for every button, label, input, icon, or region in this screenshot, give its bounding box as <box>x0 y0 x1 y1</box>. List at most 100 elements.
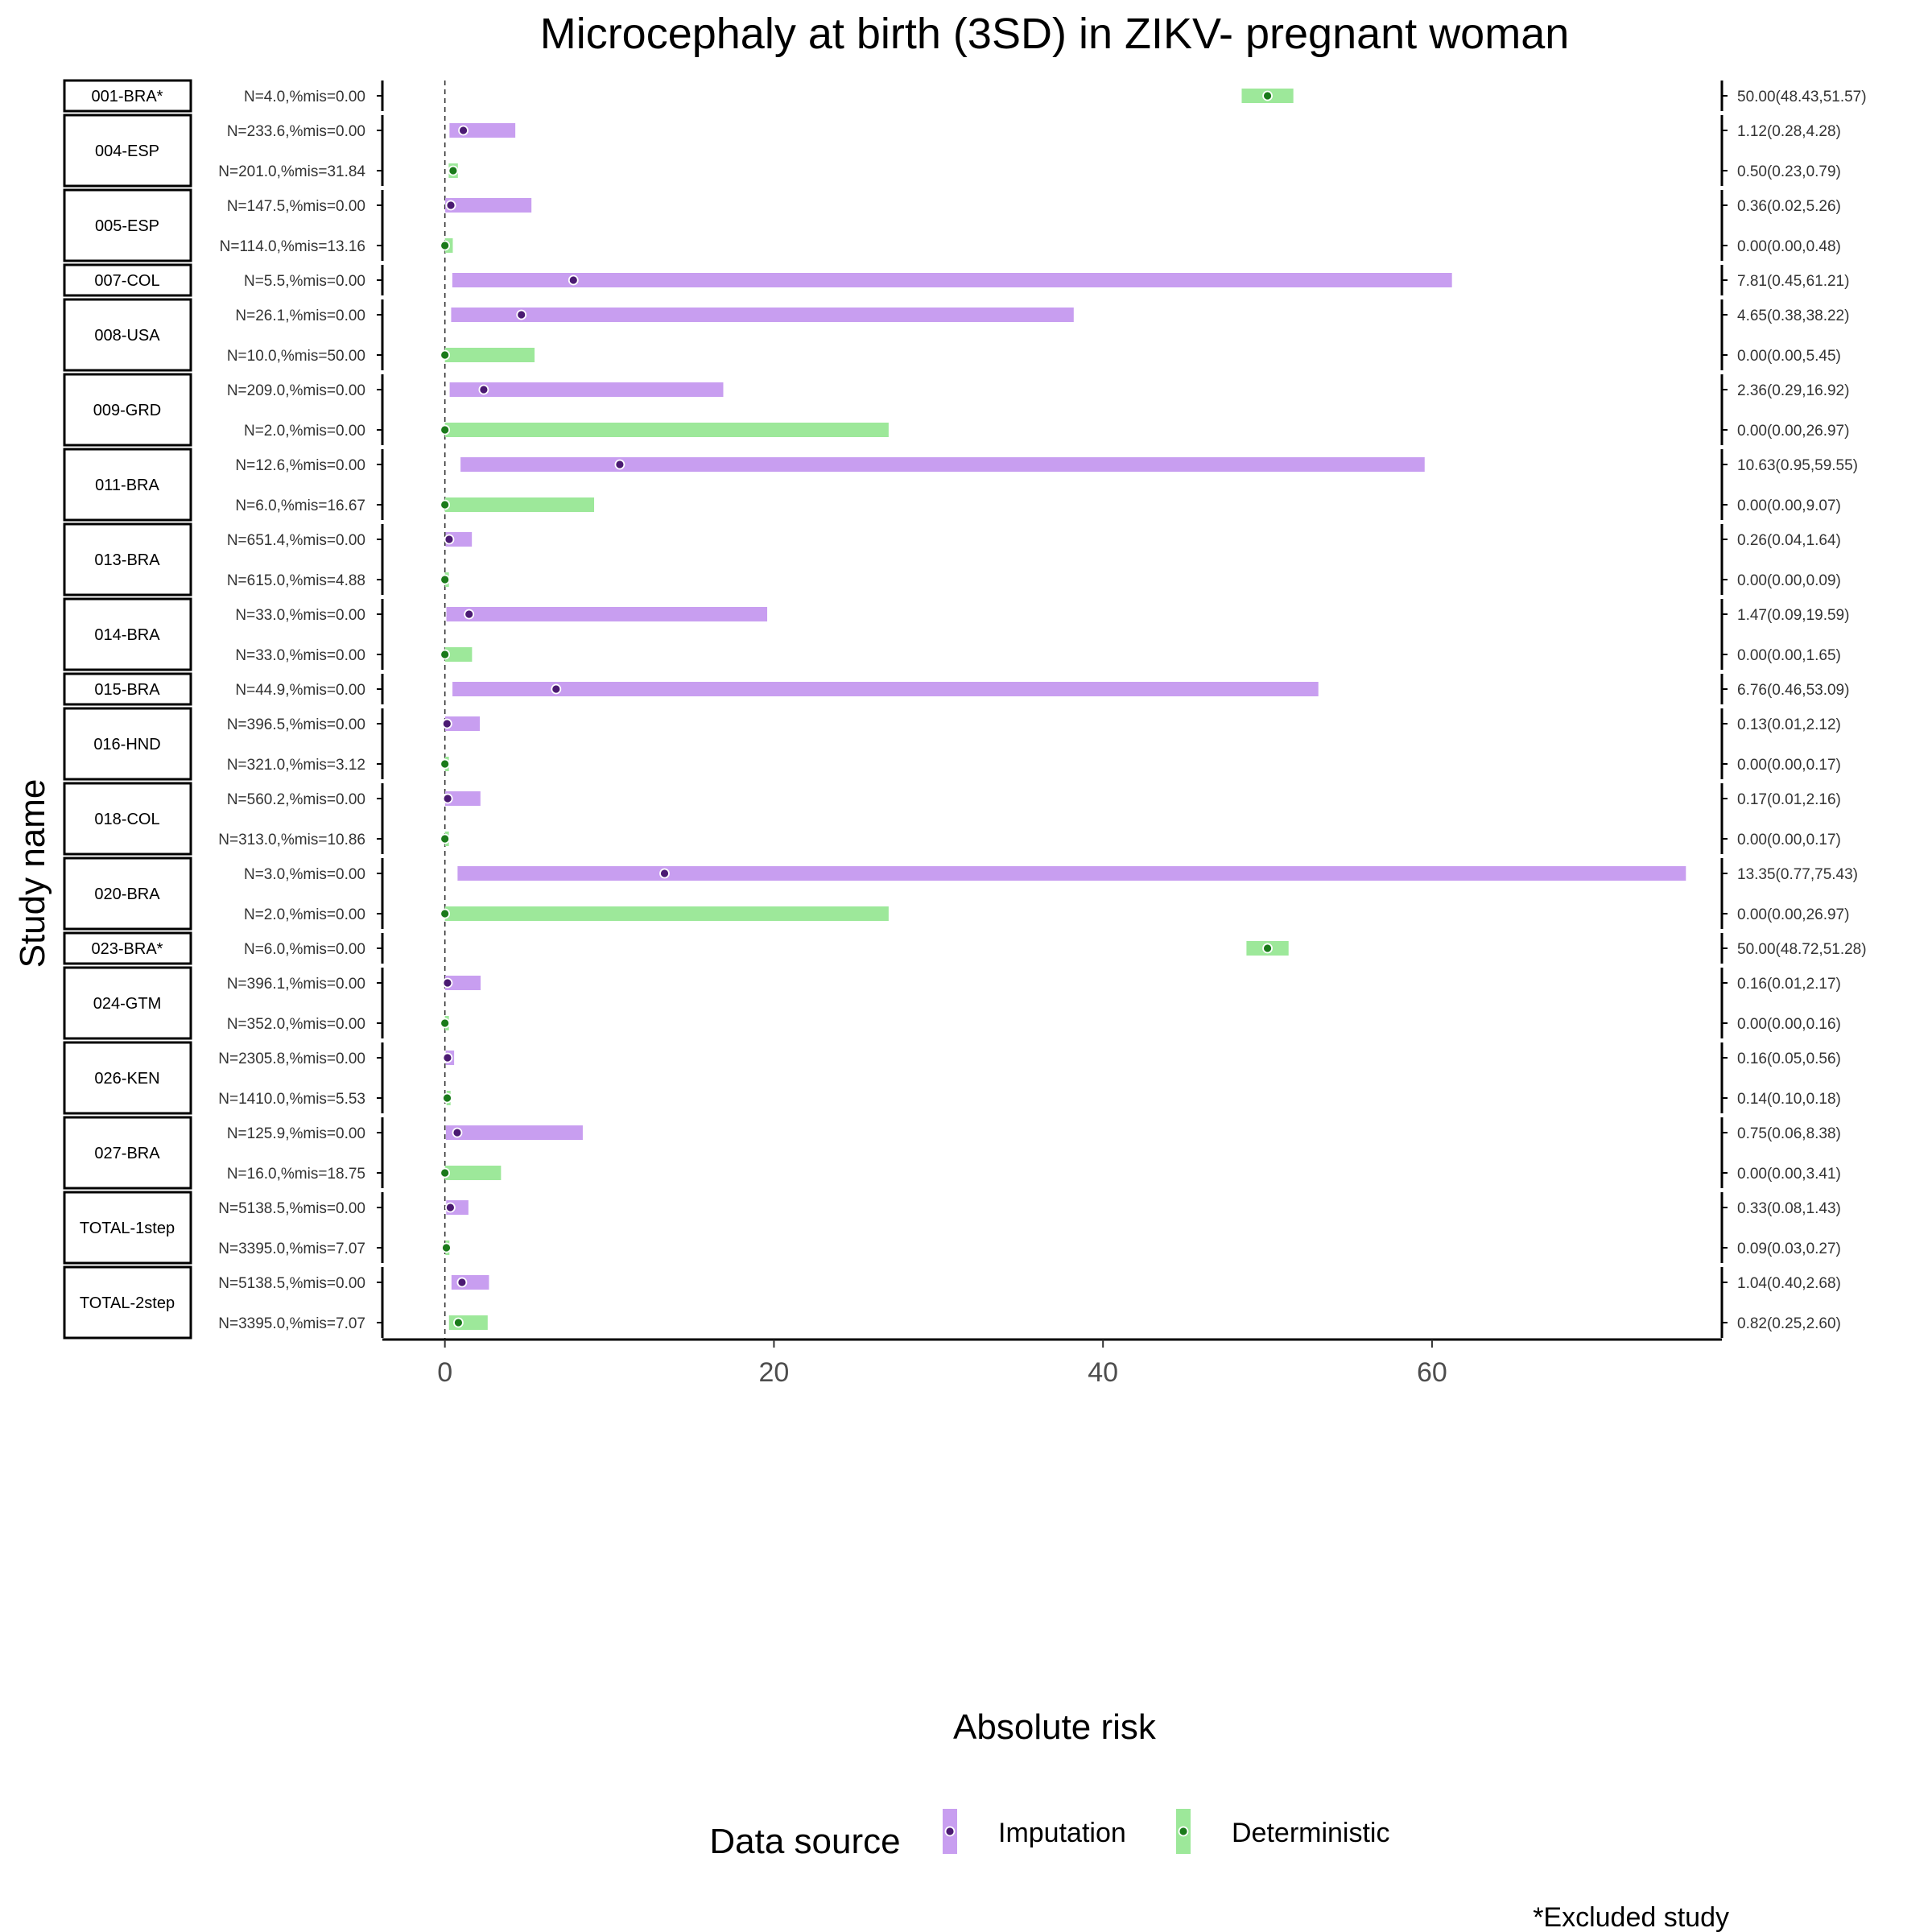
study-box-frame <box>63 597 192 671</box>
imputation-ci-bar <box>460 457 1425 472</box>
row-label: N=560.2,%mis=0.00 <box>227 791 365 808</box>
right-labels: 50.00(48.43,51.57) 1.12(0.28,4.28) 0.50(0.… <box>1720 80 1867 1338</box>
imputation-point <box>551 683 562 695</box>
estimate-label: 0.00(0.00,5.45) <box>1737 348 1841 365</box>
deterministic-ci-bar <box>444 497 595 512</box>
estimate-label: 4.65(0.38,38.22) <box>1737 308 1849 324</box>
study-name: 004-ESP <box>95 142 159 160</box>
row-label: N=209.0,%mis=0.00 <box>227 382 365 399</box>
x-tick-label: 0 <box>437 1357 452 1388</box>
study-label-box: 023-BRA* <box>63 931 192 965</box>
study-box-frame <box>63 966 192 1040</box>
estimate-label: 0.82(0.25,2.60) <box>1737 1315 1841 1332</box>
legend-label: Deterministic <box>1232 1818 1389 1848</box>
legend-title: Data source <box>709 1822 900 1861</box>
study-name: 023-BRA* <box>92 940 163 958</box>
study-box-frame <box>63 782 192 856</box>
study-label-box: 005-ESP <box>63 188 192 262</box>
imputation-ci-bar <box>451 308 1074 322</box>
study-name: 018-COL <box>94 811 159 828</box>
estimate-label: 0.14(0.10,0.18) <box>1737 1091 1841 1108</box>
study-label-box: 026-KEN <box>63 1041 192 1115</box>
legend-item-deterministic: Deterministic <box>1176 1809 1389 1854</box>
estimate-label: 0.00(0.00,26.97) <box>1737 906 1849 923</box>
deterministic-ci-bar <box>444 423 889 437</box>
estimate-label: 0.26(0.04,1.64) <box>1737 532 1841 549</box>
estimate-label: 0.00(0.00,1.65) <box>1737 647 1841 664</box>
left-labels: 001-BRA* N=4.0,%mis=0.00 004-ESP N=233.6,%m… <box>63 79 384 1340</box>
estimate-label: 0.00(0.00,26.97) <box>1737 423 1849 440</box>
study-label-box: 007-COL <box>63 263 192 297</box>
row-label: N=44.9,%mis=0.00 <box>235 682 365 699</box>
x-axis: 0 20 40 60 <box>382 1338 1722 1388</box>
imputation-point <box>464 609 475 620</box>
footnote: *Excluded study <box>1533 1902 1729 1932</box>
deterministic-point <box>440 758 451 770</box>
row-label: N=396.1,%mis=0.00 <box>227 976 365 993</box>
estimate-label: 0.13(0.01,2.12) <box>1737 716 1841 733</box>
deterministic-point <box>440 349 451 361</box>
legend-label: Imputation <box>998 1818 1126 1848</box>
imputation-point <box>441 718 452 729</box>
estimate-label: 0.00(0.00,0.16) <box>1737 1016 1841 1033</box>
study-name: 009-GRD <box>93 402 161 419</box>
row-label: N=651.4,%mis=0.00 <box>227 532 365 549</box>
study-label-box: 009-GRD <box>63 373 192 447</box>
study-box-frame <box>63 373 192 447</box>
study-name: 027-BRA <box>94 1145 160 1162</box>
legend: Data source Imputation Deterministic <box>709 1809 1389 1861</box>
imputation-point <box>478 384 489 395</box>
deterministic-point <box>440 833 451 844</box>
row-label: N=114.0,%mis=13.16 <box>220 238 365 255</box>
x-axis-title: Absolute risk <box>953 1707 1157 1747</box>
estimate-label: 0.09(0.03,0.27) <box>1737 1241 1841 1257</box>
row-label: N=33.0,%mis=0.00 <box>235 647 365 664</box>
imputation-ci-bar <box>444 791 481 806</box>
study-box-frame <box>63 188 192 262</box>
deterministic-point <box>442 1092 452 1104</box>
study-box-frame <box>63 263 192 297</box>
row-label: N=313.0,%mis=10.86 <box>218 832 365 848</box>
study-name: 014-BRA <box>94 626 160 644</box>
y-axis-title: Study name <box>13 779 52 968</box>
imputation-point <box>458 125 469 136</box>
study-name: 007-COL <box>94 272 159 290</box>
deterministic-point <box>440 649 451 660</box>
study-label-box: 008-USA <box>63 298 192 372</box>
deterministic-point <box>453 1317 464 1328</box>
study-label-box: TOTAL-1step <box>63 1191 192 1265</box>
deterministic-ci-bar <box>444 1166 502 1180</box>
estimate-label: 0.00(0.00,9.07) <box>1737 497 1841 514</box>
deterministic-point <box>440 1018 451 1029</box>
study-name: 024-GTM <box>93 995 161 1013</box>
row-label: N=147.5,%mis=0.00 <box>227 198 365 215</box>
row-label: N=5138.5,%mis=0.00 <box>218 1200 365 1217</box>
row-label: N=6.0,%mis=0.00 <box>244 941 365 958</box>
imputation-point <box>568 275 579 286</box>
row-label: N=3.0,%mis=0.00 <box>244 866 365 883</box>
estimate-label: 0.50(0.23,0.79) <box>1737 163 1841 180</box>
study-label-box: 015-BRA <box>63 672 192 706</box>
estimate-label: 1.04(0.40,2.68) <box>1737 1275 1841 1292</box>
deterministic-ci-bar <box>444 348 535 362</box>
estimate-label: 0.00(0.00,0.09) <box>1737 572 1841 589</box>
imputation-ci-bar <box>444 716 480 731</box>
deterministic-point <box>448 165 459 176</box>
deterministic-point <box>440 424 451 436</box>
estimate-label: 0.16(0.01,2.17) <box>1737 976 1841 993</box>
deterministic-point <box>1262 943 1273 954</box>
study-name: TOTAL-2step <box>80 1294 175 1312</box>
row-label: N=16.0,%mis=18.75 <box>227 1166 365 1183</box>
estimate-label: 0.00(0.00,0.17) <box>1737 757 1841 774</box>
imputation-ci-bar <box>445 198 532 213</box>
imputation-point <box>445 1202 456 1213</box>
row-label: N=5.5,%mis=0.00 <box>244 273 365 290</box>
study-label-box: 018-COL <box>63 782 192 856</box>
deterministic-point <box>440 499 451 510</box>
row-label: N=2305.8,%mis=0.00 <box>218 1051 365 1067</box>
x-tick-label: 40 <box>1088 1357 1118 1388</box>
study-box-frame <box>63 1116 192 1190</box>
study-label-box: 001-BRA* <box>63 79 192 113</box>
imputation-point <box>614 459 625 470</box>
